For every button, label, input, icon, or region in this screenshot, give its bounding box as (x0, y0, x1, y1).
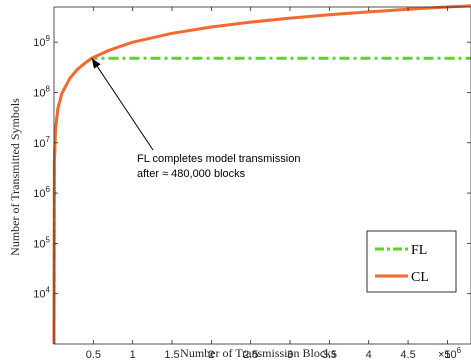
y-axis-label: Number of Transmitted Symbols (8, 98, 22, 256)
annotation-arrow-line (91, 57, 154, 151)
x-tick-label: 3 (287, 349, 293, 361)
legend-label-cl: CL (411, 270, 429, 285)
y-tick-label: 109 (33, 34, 50, 49)
annotation: FL completes model transmission after ≈ … (91, 57, 300, 180)
x-tick-label: 2 (208, 349, 214, 361)
series-cl-line (52, 4, 471, 345)
y-tick-label: 105 (33, 235, 50, 250)
x-tick-label: 0.5 (86, 349, 101, 361)
y-tick-label: 106 (33, 185, 50, 200)
x-tick-label: 3.5 (322, 349, 337, 361)
y-axis: 104 105 106 107 108 109 (33, 34, 471, 301)
annotation-line-1: FL completes model transmission (137, 153, 300, 165)
x-axis: 0.5 1 1.5 2 2.5 3 3.5 4 4.5 5 (86, 7, 450, 361)
x-tick-label: 5 (444, 349, 450, 361)
y-tick-label: 107 (33, 135, 50, 150)
plot-frame (53, 6, 471, 345)
annotation-arrowhead (91, 58, 101, 69)
x-multiplier-base: ×10 (438, 349, 457, 361)
plot-area (52, 4, 471, 345)
x-multiplier-exp: 6 (457, 346, 462, 355)
x-tick-label: 1 (130, 349, 136, 361)
legend-label-fl: FL (411, 243, 427, 258)
x-tick-label: 4 (366, 349, 372, 361)
y-tick-label: 104 (33, 286, 50, 301)
x-axis-label: Number of Transmission Blocks (180, 346, 336, 360)
x-tick-label: 4.5 (400, 349, 415, 361)
series-fl-line (52, 56, 471, 345)
y-tick-label: 108 (33, 84, 50, 99)
annotation-line-2: after ≈ 480,000 blocks (137, 168, 246, 180)
x-tick-label: 1.5 (164, 349, 179, 361)
legend: FL CL (366, 230, 457, 293)
x-multiplier: ×106 (438, 346, 462, 361)
legend-box (366, 230, 457, 293)
x-tick-label: 2.5 (243, 349, 258, 361)
